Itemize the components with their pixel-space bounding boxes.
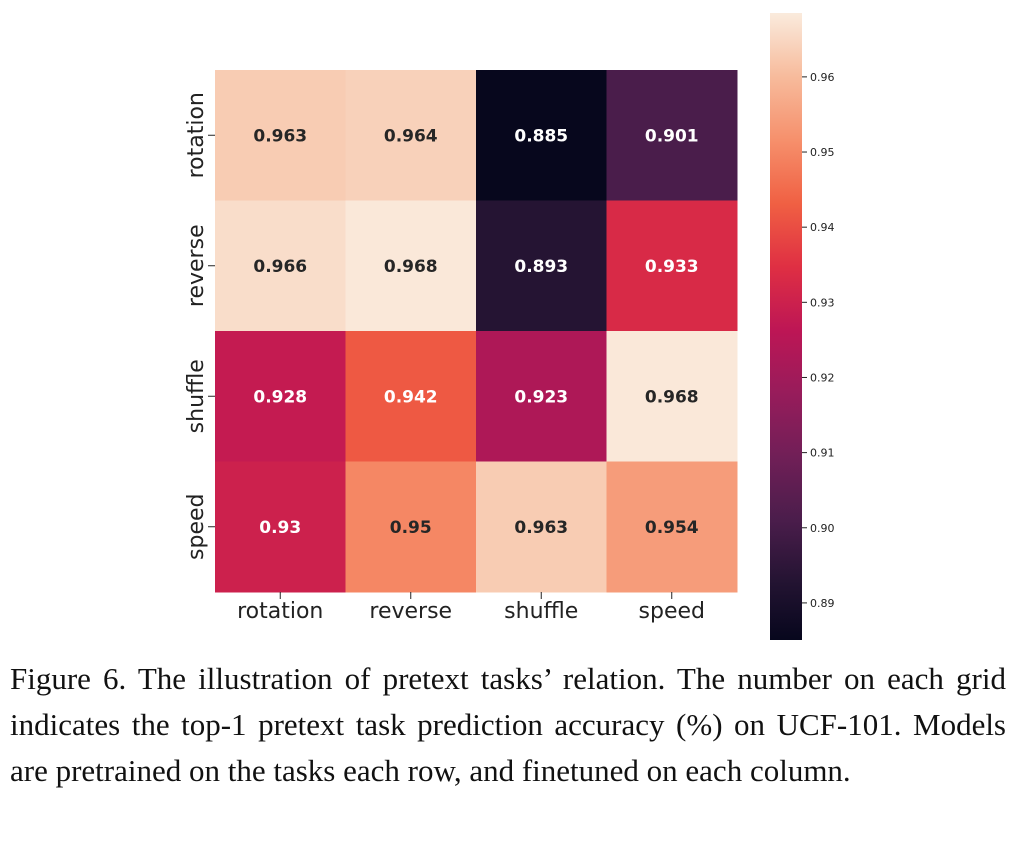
heatmap-cells bbox=[215, 70, 738, 593]
heatmap-cell bbox=[215, 200, 346, 332]
cell-value-label: 0.893 bbox=[514, 257, 568, 277]
x-tick-label: speed bbox=[639, 599, 705, 624]
y-tick-label: reverse bbox=[184, 224, 209, 307]
cell-value-label: 0.963 bbox=[253, 126, 307, 146]
colorbar-tick-label: 0.91 bbox=[810, 447, 835, 460]
cell-value-label: 0.954 bbox=[645, 518, 699, 538]
cell-value-label: 0.968 bbox=[384, 257, 438, 277]
cell-value-label: 0.923 bbox=[514, 387, 568, 407]
cell-value-label: 0.901 bbox=[645, 126, 699, 146]
heatmap-cell-labels: 0.963 0.964 0.885 0.901 0.966 0.968 0.893 0.933… bbox=[253, 126, 698, 538]
heatmap-cell bbox=[476, 200, 607, 332]
x-tick-label: shuffle bbox=[504, 599, 578, 624]
cell-value-label: 0.942 bbox=[384, 387, 438, 407]
heatmap-cell bbox=[606, 200, 738, 332]
colorbar-tick-label: 0.92 bbox=[810, 371, 835, 384]
heatmap-cell bbox=[345, 331, 477, 462]
colorbar-tick-label: 0.90 bbox=[810, 522, 835, 535]
x-tick-label: rotation bbox=[237, 599, 323, 624]
cell-value-label: 0.964 bbox=[384, 126, 438, 146]
heatmap-cell bbox=[215, 331, 346, 462]
cell-value-label: 0.95 bbox=[390, 518, 432, 538]
y-tick-label: rotation bbox=[184, 92, 209, 178]
heatmap-cell bbox=[606, 70, 738, 201]
y-tick-label: speed bbox=[184, 494, 209, 560]
figure-caption: Figure 6. The illustration of pretext ta… bbox=[10, 661, 1006, 788]
heatmap-cell bbox=[476, 70, 607, 201]
colorbar-ticks: 0.89 0.90 0.91 0.92 0.93 0.94 0.95 0.96 bbox=[802, 71, 835, 610]
cell-value-label: 0.966 bbox=[253, 257, 307, 277]
colorbar-tick-label: 0.96 bbox=[810, 71, 835, 84]
colorbar: 0.89 0.90 0.91 0.92 0.93 0.94 0.95 0.96 bbox=[770, 13, 835, 640]
cell-value-label: 0.93 bbox=[259, 518, 301, 538]
heatmap-cell bbox=[476, 331, 607, 462]
heatmap-figure: 0.963 0.964 0.885 0.901 0.966 0.968 0.893 0.933… bbox=[184, 13, 835, 640]
heatmap-cell bbox=[345, 200, 477, 332]
colorbar-tick-label: 0.89 bbox=[810, 597, 835, 610]
heatmap-cell bbox=[345, 461, 477, 593]
heatmap-cell bbox=[476, 461, 607, 593]
heatmap-cell bbox=[606, 461, 738, 593]
heatmap-cell bbox=[215, 70, 346, 201]
x-tick-label: reverse bbox=[369, 599, 452, 624]
colorbar-tick-label: 0.94 bbox=[810, 221, 835, 234]
heatmap-cell bbox=[215, 461, 346, 593]
cell-value-label: 0.933 bbox=[645, 257, 699, 277]
colorbar-tick-label: 0.95 bbox=[810, 146, 835, 159]
colorbar-tick-label: 0.93 bbox=[810, 296, 835, 309]
cell-value-label: 0.885 bbox=[514, 126, 568, 146]
cell-value-label: 0.968 bbox=[645, 387, 699, 407]
y-axis: rotation reverse shuffle speed bbox=[184, 92, 215, 560]
colorbar-gradient bbox=[770, 13, 802, 640]
cell-value-label: 0.928 bbox=[253, 387, 307, 407]
heatmap-cell bbox=[606, 331, 738, 462]
heatmap-cell bbox=[345, 70, 477, 201]
y-tick-label: shuffle bbox=[184, 359, 209, 433]
cell-value-label: 0.963 bbox=[514, 518, 568, 538]
x-axis: rotation reverse shuffle speed bbox=[237, 592, 705, 624]
